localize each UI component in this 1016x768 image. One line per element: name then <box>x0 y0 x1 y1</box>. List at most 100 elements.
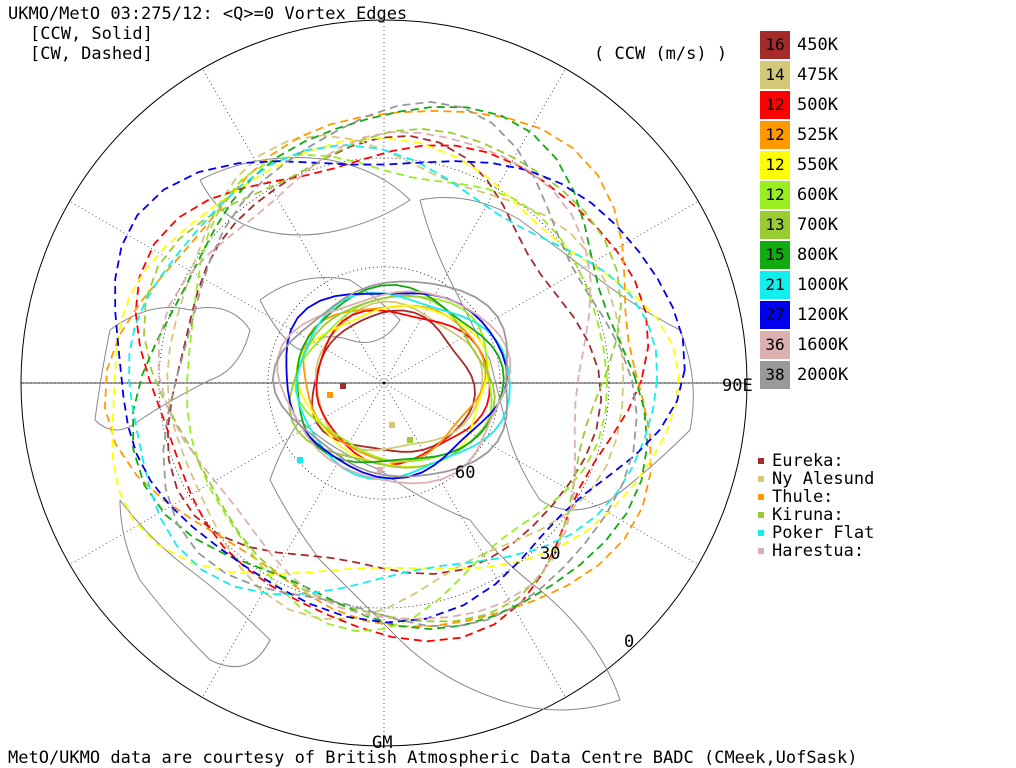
legend-row-550K: 12 550K <box>760 151 890 181</box>
site-marker-icon <box>758 476 764 482</box>
site-entry: Ny Alesund <box>758 470 938 488</box>
site-location-marker <box>340 383 346 389</box>
site-marker-icon <box>758 530 764 536</box>
legend-swatch: 16 <box>760 31 790 59</box>
coastline-path <box>199 157 411 236</box>
vortex-edge-dashed-800K <box>132 106 649 631</box>
legend-level-label: 550K <box>797 155 838 175</box>
site-marker-icon <box>758 494 764 500</box>
legend-swatch: 21 <box>760 271 790 299</box>
ccw-solid-note: [CCW, Solid] <box>30 24 153 44</box>
site-name: Poker Flat <box>772 523 875 543</box>
legend-swatch: 36 <box>760 331 790 359</box>
latitude-60-label: 60 <box>455 463 476 483</box>
latitude-30-label: 30 <box>540 544 561 564</box>
units-label: ( CCW (m/s) ) <box>594 44 728 64</box>
meridian-line <box>383 201 699 384</box>
meridian-line <box>202 68 385 384</box>
site-name: Eureka: <box>772 451 844 471</box>
latitude-0-label: 0 <box>624 632 635 652</box>
vortex-edge-solid-525K <box>302 304 487 463</box>
vortex-edge-dashed-1600K <box>157 131 592 620</box>
vortex-edge-dashed-700K <box>143 127 622 623</box>
site-marker-icon <box>758 512 764 518</box>
cw-dashed-note: [CW, Dashed] <box>30 44 153 64</box>
legend-swatch: 12 <box>760 91 790 119</box>
legend-row-450K: 16 450K <box>760 31 890 61</box>
coastline-path <box>419 197 694 511</box>
map-grid <box>20 19 748 747</box>
vortex-edge-dashed-475K <box>166 134 625 621</box>
vortex-edge-dashed-500K <box>134 144 650 643</box>
coastline-path <box>94 307 251 431</box>
legend-level-label: 800K <box>797 245 838 265</box>
legend-level-label: 500K <box>797 95 838 115</box>
site-entry: Harestua: <box>758 542 938 560</box>
legend-level-label: 2000K <box>797 365 849 385</box>
vortex-edge-solid-450K <box>311 309 476 453</box>
meridian-line <box>383 382 566 698</box>
legend-row-600K: 12 600K <box>760 181 890 211</box>
vortex-edge-dashed-1000K <box>128 143 658 596</box>
site-location-marker <box>297 457 303 463</box>
longitude-90e-label: 90E <box>722 376 753 396</box>
site-location-marker <box>389 422 395 428</box>
site-name: Ny Alesund <box>772 469 875 489</box>
site-entry: Poker Flat <box>758 524 938 542</box>
legend-row-475K: 14 475K <box>760 61 890 91</box>
vortex-edge-dashed-550K <box>111 136 680 576</box>
legend-swatch: 38 <box>760 361 790 389</box>
meridian-line <box>383 382 699 565</box>
legend-swatch: 12 <box>760 151 790 179</box>
legend-row-1600K: 36 1600K <box>760 331 890 361</box>
site-entry: Eureka: <box>758 452 938 470</box>
legend-level-label: 525K <box>797 125 838 145</box>
site-location-marker <box>407 437 413 443</box>
legend-swatch: 12 <box>760 121 790 149</box>
vortex-edge-solid-1600K <box>276 290 511 485</box>
site-name: Harestua: <box>772 541 865 561</box>
site-marker-icon <box>758 548 764 554</box>
coastline-path <box>259 277 401 351</box>
vortex-edge-dashed-1200K <box>114 160 686 624</box>
meridian-line <box>69 201 385 384</box>
vortex-edge-solid-1000K <box>295 291 511 481</box>
coastlines <box>94 157 694 711</box>
legend-level-label: 700K <box>797 215 838 235</box>
legend-level-label: 1000K <box>797 275 849 295</box>
coastline-path <box>119 499 271 668</box>
site-entry: Thule: <box>758 488 938 506</box>
site-entry: Kiruna: <box>758 506 938 524</box>
legend-level-label: 1600K <box>797 335 849 355</box>
vortex-edge-contours <box>103 100 686 643</box>
legend-level-label: 600K <box>797 185 838 205</box>
plot-title: UKMO/MetO 03:275/12: <Q>=0 Vortex Edges <box>8 4 408 24</box>
site-name: Thule: <box>772 487 834 507</box>
legend-level-label: 450K <box>797 35 838 55</box>
legend-row-700K: 13 700K <box>760 211 890 241</box>
site-name: Kiruna: <box>772 505 844 525</box>
legend-row-1200K: 27 1200K <box>760 301 890 331</box>
legend-swatch: 12 <box>760 181 790 209</box>
legend-row-800K: 15 800K <box>760 241 890 271</box>
legend-swatch: 13 <box>760 211 790 239</box>
legend-level-label: 1200K <box>797 305 849 325</box>
greenwich-meridian-label: GM <box>372 733 393 753</box>
meridian-line <box>202 382 385 698</box>
legend-swatch: 15 <box>760 241 790 269</box>
vortex-edge-dashed-525K <box>103 109 652 628</box>
legend-row-500K: 12 500K <box>760 91 890 121</box>
vortex-edge-solid-2000K <box>271 280 509 478</box>
coastline-path <box>269 419 621 711</box>
legend-swatch: 14 <box>760 61 790 89</box>
site-marker-icon <box>758 458 764 464</box>
meridian-line <box>383 68 566 384</box>
site-location-marker <box>377 467 383 473</box>
legend-level-label: 475K <box>797 65 838 85</box>
vortex-edge-solid-500K <box>315 309 491 466</box>
meridian-line <box>69 382 385 565</box>
legend-row-2000K: 38 2000K <box>760 361 890 391</box>
legend-row-525K: 12 525K <box>760 121 890 151</box>
vortex-edge-dashed-600K <box>186 153 608 633</box>
